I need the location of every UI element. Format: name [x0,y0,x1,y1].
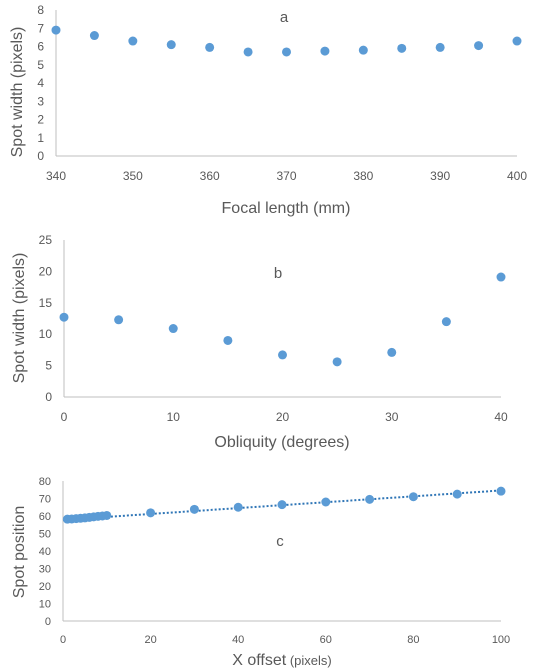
data-point [320,46,330,56]
y-tick-label: 20 [39,581,51,593]
y-tick-label: 40 [39,546,51,558]
x-tick-label: 80 [407,634,419,646]
data-point [512,36,522,46]
chart-panel-a: 0 1 2 3 4 5 6 7 8 340 350 360 370 380 390 400 a Focal len… [9,3,527,217]
x-tick-label: 40 [232,634,244,646]
y-tick-label: 70 [39,494,51,506]
y-tick-label: 3 [37,94,44,108]
x-tick-label: 20 [144,634,156,646]
y-tick-label: 60 [39,511,51,523]
x-axis-title: Focal length (mm) [222,200,351,217]
x-axis-unit: (pixels) [286,653,332,668]
data-point [358,45,368,55]
trendline [62,489,502,521]
data-point [278,350,287,360]
data-point [114,315,124,325]
data-point [59,312,69,322]
data-point [223,335,233,345]
y-axis-title: Spot position [11,506,28,599]
data-point [365,494,375,504]
x-tick-label: 60 [320,634,332,646]
chart-panel-b: 0 5 10 15 20 25 0 10 20 30 40 b Obliquity (degrees) S… [11,233,508,451]
y-tick-label: 8 [37,3,44,17]
data-point [387,347,397,357]
data-point [205,42,215,52]
data-point [321,497,331,507]
data-point [243,47,253,57]
y-tick-label: 0 [45,616,51,628]
x-tick-label: 350 [123,169,143,183]
data-point [146,508,156,518]
data-point [128,36,138,46]
panel-label: b [274,265,282,282]
data-point [189,504,199,514]
y-tick-label: 7 [37,21,44,35]
y-tick-label: 2 [37,113,44,127]
y-tick-label: 10 [39,327,53,341]
y-tick-label: 15 [39,296,53,310]
y-tick-label: 10 [39,599,51,611]
data-point [435,42,445,52]
y-tick-label: 20 [39,264,53,278]
data-point [89,31,99,41]
panel-label: c [276,533,284,550]
x-axis-title: Obliquity (degrees) [214,434,349,451]
data-point [452,489,462,499]
y-tick-label: 1 [37,131,44,145]
x-tick-label: 100 [492,634,510,646]
data-point [474,41,484,51]
y-tick-label: 80 [39,476,51,488]
y-tick-label: 5 [45,359,52,373]
x-axis-title: X offset (pixels) [232,652,331,669]
chart-panel-c: 0 10 20 30 40 50 60 70 80 0 20 40 60 80 100 c X offset (… [11,476,510,669]
x-tick-label: 20 [276,410,290,424]
x-tick-label: 360 [200,169,220,183]
data-point [397,43,407,53]
y-tick-label: 6 [37,40,44,54]
y-tick-label: 5 [37,58,44,72]
y-tick-label: 30 [39,564,51,576]
x-tick-label: 0 [60,634,66,646]
data-point [233,502,243,512]
y-tick-label: 4 [37,76,44,90]
y-axis-title: Spot width (pixels) [11,253,28,384]
data-point [51,25,61,35]
x-tick-label: 40 [494,410,508,424]
data-point [496,486,506,496]
x-tick-label: 380 [353,169,373,183]
data-point [166,40,176,50]
x-tick-label: 390 [430,169,450,183]
y-tick-label: 0 [45,390,52,404]
y-tick-label: 50 [39,529,51,541]
y-axis-title: Spot width (pixels) [9,27,26,158]
x-tick-label: 10 [167,410,181,424]
x-tick-label: 400 [507,169,527,183]
data-point [441,317,451,327]
data-point [408,492,418,502]
data-point [277,500,287,510]
x-tick-label: 340 [46,169,66,183]
data-point [332,357,342,367]
x-tick-label: 0 [61,410,68,424]
y-tick-label: 0 [37,149,44,163]
data-point [102,510,112,520]
data-point [168,324,178,334]
data-point [282,47,291,57]
panel-label: a [280,9,289,26]
y-tick-label: 25 [39,233,53,247]
x-tick-label: 30 [385,410,399,424]
x-tick-label: 370 [276,169,296,183]
data-point [496,272,506,282]
